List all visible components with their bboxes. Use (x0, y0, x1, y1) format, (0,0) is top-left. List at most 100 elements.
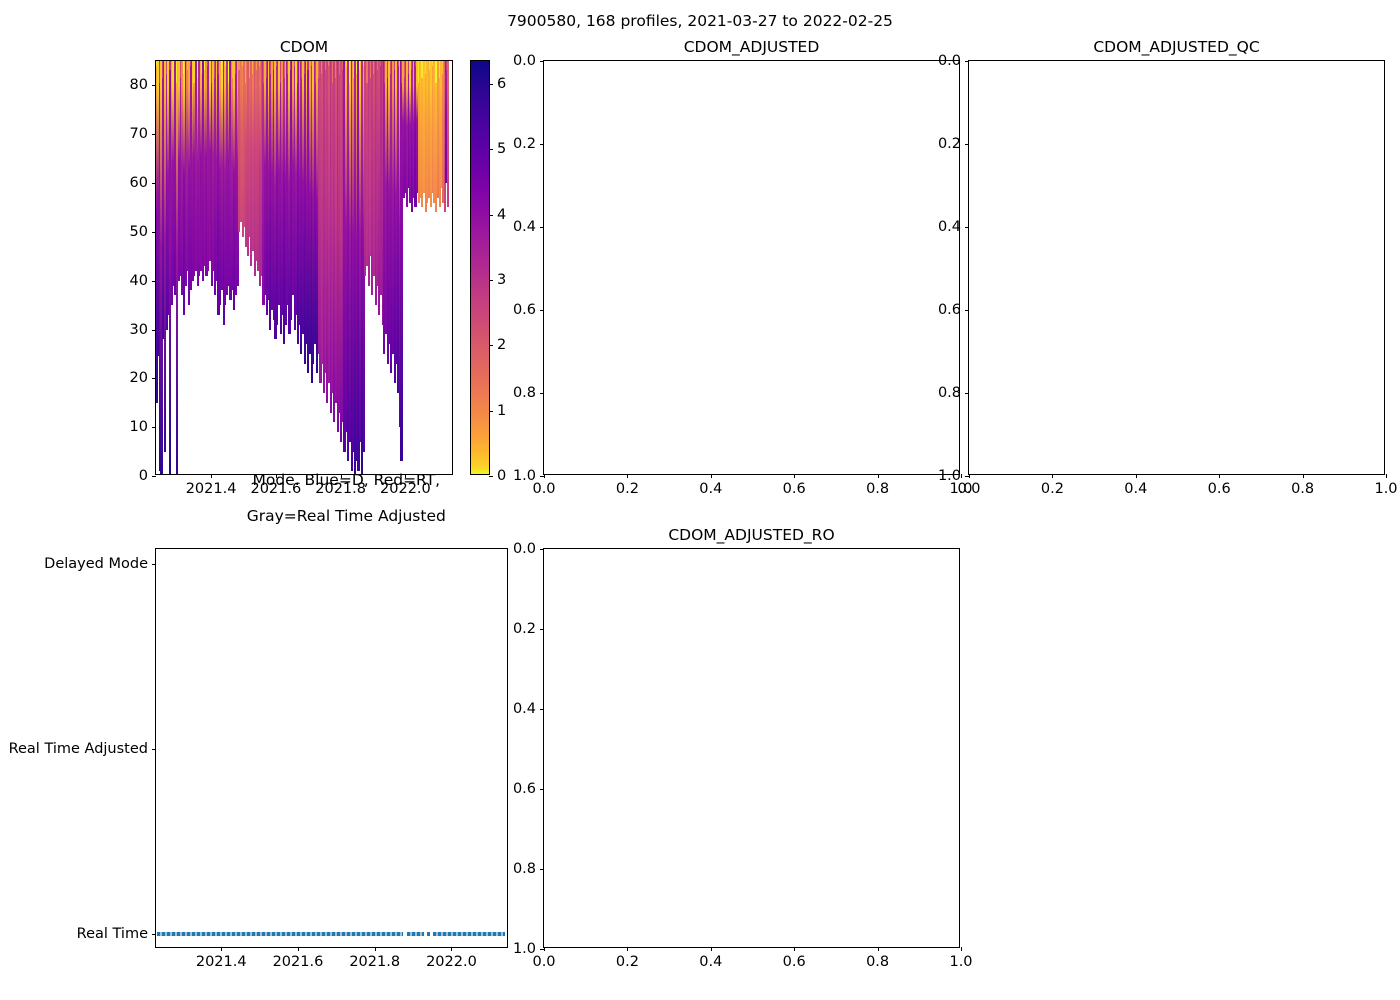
profile-column (267, 61, 270, 474)
x-tick-mark (1052, 474, 1054, 479)
profile-segment (191, 61, 194, 281)
profile-column (429, 61, 433, 474)
profile-column (438, 61, 441, 474)
profile-segment (386, 61, 389, 364)
profile-segment (357, 61, 360, 472)
profile-column (269, 61, 272, 474)
profile-surface-spike (383, 61, 385, 83)
profile-segment (172, 61, 175, 286)
x-tick-label: 1.0 (949, 954, 973, 970)
profile-segment (371, 61, 374, 296)
profile-surface-spike (317, 61, 319, 79)
profile-segment (246, 61, 250, 257)
profile-column (301, 61, 305, 474)
colorbar-tick-label: 2 (497, 337, 507, 354)
x-tick-mark (211, 474, 213, 479)
colorbar-tick-label: 5 (497, 141, 507, 158)
profile-column (392, 61, 395, 474)
profile-segment (419, 61, 422, 198)
profile-surface-spike (165, 61, 167, 75)
profile-segment (435, 61, 438, 213)
y-tick-label: 10 (129, 419, 148, 436)
x-tick-label: 2021.8 (349, 954, 401, 970)
cdom-axes[interactable]: CDOM 2021.4 2021.6 2021.8 2022.0 0 10 20 30 40 50… (130, 38, 453, 497)
y-tick-mark (539, 709, 544, 710)
profile-column (170, 61, 173, 474)
profile-segment (207, 61, 210, 271)
profile-segment (186, 61, 189, 271)
cdom-adjusted-ro-axes[interactable]: CDOM_ADJUSTED_RO 0.0 0.2 0.4 0.6 0.8 1.0 0.0 0.… (513, 526, 973, 970)
colorbar-tick-label: 0 (497, 468, 507, 484)
profile-column (203, 61, 206, 474)
profile-segment (397, 61, 400, 393)
profile-segment (243, 61, 246, 227)
y-tick-mark (964, 310, 969, 311)
profile-segment (324, 61, 327, 374)
profile-column (424, 61, 427, 474)
x-tick-label: 0.4 (699, 481, 723, 497)
colorbar-tick-mark (489, 279, 494, 281)
y-tick-label: 0.6 (512, 781, 536, 797)
profile-surface-spike (407, 61, 409, 75)
profile-column (338, 61, 341, 474)
profile-segment (393, 61, 396, 384)
profile-segment (227, 61, 230, 286)
profile-column (395, 61, 398, 474)
profile-column (417, 61, 421, 474)
y-tick-mark (539, 869, 544, 870)
profile-column (326, 61, 329, 474)
profile-segment (445, 61, 448, 184)
profile-surface-spike (286, 61, 288, 75)
profile-column (407, 61, 410, 474)
profile-segment (217, 61, 220, 315)
profile-segment (431, 61, 434, 193)
profile-surface-spike (335, 61, 337, 79)
profile-segment (433, 61, 436, 203)
profile-column (219, 61, 222, 474)
profile-column (264, 61, 267, 474)
profile-column (343, 61, 346, 474)
colorbar-tick-mark (489, 83, 494, 85)
cdom-colorbar[interactable]: 0 1 2 3 4 5 6 (470, 60, 506, 484)
colorbar-tick-mark (489, 149, 494, 151)
profile-column (347, 61, 350, 474)
y-tick-mark (151, 183, 156, 185)
profile-segment (347, 61, 350, 462)
cdom-adjusted-qc-axes[interactable]: CDOM_ADJUSTED_QC 0.0 0.2 0.4 0.6 0.8 1.0 0.0 0.… (938, 38, 1398, 497)
profile-segment (360, 61, 364, 474)
mode-axes[interactable]: Mode. Blue=D, Red=RT, Gray=Real Time Adj… (9, 471, 508, 970)
y-tick-mark (151, 280, 156, 282)
profile-segment (203, 61, 206, 267)
profile-surface-spike (248, 61, 250, 79)
profile-column (181, 61, 184, 474)
profile-column (321, 61, 324, 474)
profile-segment (156, 61, 158, 403)
colorbar-tick-label: 6 (497, 75, 507, 92)
x-tick-label: 2022.0 (426, 954, 477, 970)
profile-column (221, 61, 224, 474)
profile-segment (417, 61, 421, 203)
profile-column (379, 61, 382, 474)
profile-surface-spike (162, 61, 164, 79)
y-tick-label: 0.4 (512, 701, 536, 717)
profile-column (262, 61, 265, 474)
profile-surface-spike (224, 61, 226, 66)
profile-column (357, 61, 360, 474)
profile-surface-spike (252, 61, 254, 75)
profile-column (447, 61, 450, 474)
profile-column (258, 61, 262, 474)
cdom-adjusted-axes[interactable]: CDOM_ADJUSTED 0.0 0.2 0.4 0.6 0.8 1.0 0.0 0.2 0.… (513, 38, 973, 497)
profile-surface-spike (393, 61, 396, 71)
profile-column (248, 61, 251, 474)
profile-segment (412, 61, 415, 198)
y-tick-mark (539, 949, 544, 950)
mode-data-run (426, 932, 430, 937)
y-tick-label: 70 (129, 126, 148, 143)
profile-segment (165, 61, 168, 330)
profile-column (312, 61, 315, 474)
x-tick-label: 0.6 (782, 481, 806, 497)
profile-segment (350, 61, 353, 472)
x-tick-mark (1219, 474, 1221, 479)
profile-column (353, 61, 356, 474)
profile-segment (177, 61, 180, 281)
